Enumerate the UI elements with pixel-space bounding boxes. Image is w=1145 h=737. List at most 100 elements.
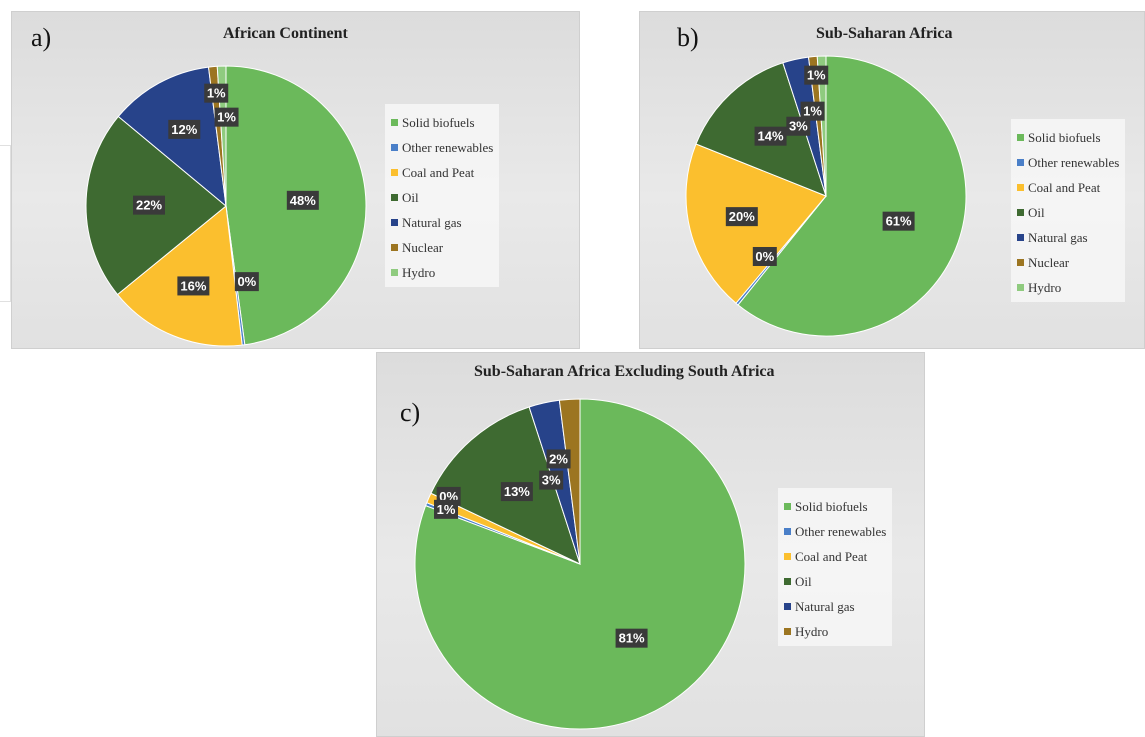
chart-title-a: African Continent <box>223 25 348 42</box>
data-label-box <box>752 246 777 266</box>
legend-label: Oil <box>795 573 812 589</box>
legend-item-oil: Oil <box>391 185 493 210</box>
legend-item-other-renewables: Other renewables <box>1017 150 1119 175</box>
legend-item-oil: Oil <box>1017 200 1119 225</box>
pie-chart-c: 81%0%1%13%3%2% <box>414 398 746 730</box>
legend-swatch <box>391 144 398 151</box>
data-label-box <box>546 449 571 469</box>
legend-label: Nuclear <box>402 239 444 255</box>
data-label-box <box>800 101 825 121</box>
data-label-box <box>286 190 319 210</box>
data-label-natural-gas: 3% <box>539 470 564 490</box>
data-label-box <box>500 482 533 502</box>
data-label-oil: 13% <box>500 482 533 502</box>
pie-chart-b: 61%0%20%14%3%1%1% <box>685 55 967 337</box>
data-label-coal-and-peat: 16% <box>177 276 210 296</box>
data-label-box <box>177 276 210 296</box>
data-label-text: 1% <box>207 86 226 101</box>
pie-slice-hydro <box>558 398 581 565</box>
legend-item-other-renewables: Other renewables <box>391 135 493 160</box>
legend-label: Oil <box>1028 204 1045 220</box>
data-label-box <box>539 470 564 490</box>
legend-label: Hydro <box>402 264 436 280</box>
legend-swatch <box>391 169 398 176</box>
legend-swatch <box>784 528 791 535</box>
data-label-text: 48% <box>290 193 316 208</box>
legend-swatch <box>391 244 398 251</box>
legend-item-hydro: Hydro <box>784 619 886 644</box>
data-label-box <box>168 119 201 139</box>
data-label-box <box>133 195 166 215</box>
data-label-nuclear: 1% <box>214 107 239 127</box>
data-label-coal-and-peat: 1% <box>434 499 459 519</box>
legend-label: Coal and Peat <box>795 548 868 564</box>
data-label-text: 81% <box>619 631 645 646</box>
legend-swatch <box>1017 209 1024 216</box>
legend-swatch <box>784 578 791 585</box>
data-label-nuclear: 1% <box>800 101 825 121</box>
data-label-oil: 22% <box>133 195 166 215</box>
legend-swatch <box>784 603 791 610</box>
legend-swatch <box>1017 159 1024 166</box>
legend-swatch <box>391 219 398 226</box>
data-label-box <box>434 499 459 519</box>
legend-label: Nuclear <box>1028 254 1070 270</box>
pie-slice-solid-biofuels <box>737 55 967 337</box>
data-label-text: 3% <box>789 119 808 134</box>
data-label-text: 1% <box>807 68 826 83</box>
data-label-text: 12% <box>171 122 197 137</box>
legend-label: Hydro <box>1028 279 1062 295</box>
legend-item-nuclear: Nuclear <box>391 235 493 260</box>
data-label-box <box>882 211 915 231</box>
data-label-box <box>234 272 259 292</box>
legend-swatch <box>1017 234 1024 241</box>
legend-swatch <box>391 269 398 276</box>
legend-swatch <box>784 628 791 635</box>
legend-swatch <box>784 503 791 510</box>
data-label-box <box>754 126 787 146</box>
side-bracket-line <box>0 145 11 302</box>
data-label-other-renewables: 0% <box>752 246 777 266</box>
legend-swatch <box>391 119 398 126</box>
chart-panel-b: b) Sub-Saharan Africa 61% 0% 20% 14% 3% 1% 1% … <box>639 11 1145 349</box>
data-label-other-renewables: 0% <box>234 272 259 292</box>
data-label-text: 1% <box>217 110 236 125</box>
legend-item-natural-gas: Natural gas <box>1017 225 1119 250</box>
legend-swatch <box>1017 134 1024 141</box>
data-label-solid-biofuels: 61% <box>882 211 915 231</box>
chart-panel-c: c) Sub-Saharan Africa Excluding South Af… <box>376 352 925 737</box>
panel-label-b: b) <box>677 23 699 52</box>
data-label-text: 1% <box>803 104 822 119</box>
data-label-text: 0% <box>237 274 256 289</box>
legend-label: Oil <box>402 189 419 205</box>
legend-a: Solid biofuels Other renewables Coal and P… <box>385 104 500 287</box>
data-label-box <box>786 116 811 136</box>
legend-b: Solid biofuels Other renewables Coal and P… <box>1011 119 1126 302</box>
data-label-text: 61% <box>886 214 912 229</box>
data-label-natural-gas: 12% <box>168 119 201 139</box>
legend-item-coal-and-peat: Coal and Peat <box>1017 175 1119 200</box>
data-label-box <box>804 65 829 85</box>
legend-swatch <box>391 194 398 201</box>
pie-chart-a: 48% 0% 16% 22% 12% 1% 1% <box>85 65 367 347</box>
data-label-box <box>725 207 758 227</box>
chart-panel-a: a) African Continent 48% 0% 16% 22% 12% 1% 1% … <box>11 11 580 349</box>
data-label-text: 22% <box>136 198 162 213</box>
data-label-text: 16% <box>180 278 206 293</box>
legend-swatch <box>784 553 791 560</box>
legend-item-hydro: Hydro <box>1017 275 1119 300</box>
data-label-text: 0% <box>755 249 774 264</box>
data-label-hydro: 1% <box>204 83 229 103</box>
legend-item-nuclear: Nuclear <box>1017 250 1119 275</box>
legend-label: Natural gas <box>1028 229 1088 245</box>
panel-label-a: a) <box>31 23 52 52</box>
data-label-coal-and-peat: 20% <box>725 207 758 227</box>
legend-label: Other renewables <box>1028 154 1120 170</box>
data-label-box <box>214 107 239 127</box>
legend-label: Solid biofuels <box>1028 129 1101 145</box>
legend-item-other-renewables: Other renewables <box>784 519 886 544</box>
legend-label: Hydro <box>795 623 829 639</box>
data-label-text: 3% <box>542 473 561 488</box>
legend-label: Other renewables <box>402 139 494 155</box>
legend-item-hydro: Hydro <box>391 260 493 285</box>
